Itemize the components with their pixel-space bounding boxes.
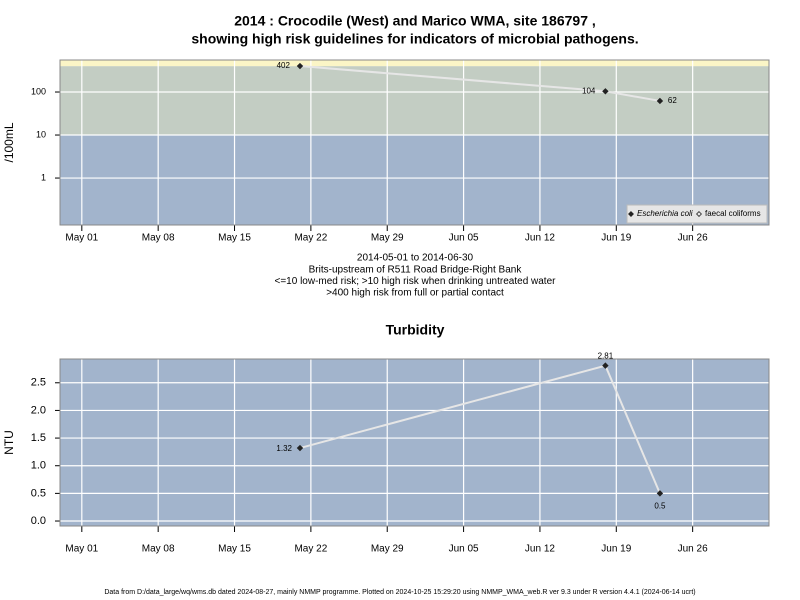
y-tick-label: 0.5 xyxy=(31,487,46,499)
chart-title: showing high risk guidelines for indicat… xyxy=(191,31,638,47)
x-tick-label: May 08 xyxy=(142,544,175,555)
data-point xyxy=(296,62,304,70)
x-tick-label: Jun 19 xyxy=(601,233,631,244)
legend-symbol xyxy=(696,211,702,217)
data-point xyxy=(656,490,664,497)
x-tick-label: May 29 xyxy=(371,544,404,555)
data-point xyxy=(602,362,609,369)
data-point xyxy=(656,97,664,105)
data-label: 62 xyxy=(668,96,677,105)
note: >400 high risk from full or partial cont… xyxy=(326,288,504,299)
x-tick-label: May 15 xyxy=(218,233,251,244)
risk-band xyxy=(60,60,769,67)
y-tick-label: 1.0 xyxy=(31,460,46,472)
x-tick-label: Jun 19 xyxy=(601,544,631,555)
data-label: 0.5 xyxy=(654,501,666,510)
x-tick-label: Jun 05 xyxy=(449,233,479,244)
x-tick-label: Jun 26 xyxy=(678,233,708,244)
chart-title: Turbidity xyxy=(386,322,445,338)
risk-band xyxy=(60,66,769,136)
x-tick-label: Jun 12 xyxy=(525,233,555,244)
legend-symbol xyxy=(628,211,634,217)
x-tick-label: May 29 xyxy=(371,233,404,244)
data-point xyxy=(296,444,304,452)
data-label: 104 xyxy=(582,86,596,95)
data-point xyxy=(602,88,609,95)
y-tick-label: 1 xyxy=(41,172,46,182)
note: 2014-05-01 to 2014-06-30 xyxy=(357,253,474,264)
footer: Data from D:/data_large/wq/wms.db dated … xyxy=(104,589,695,596)
legend: Escherichia coli faecal coliforms xyxy=(626,204,768,224)
y-tick-label: 10 xyxy=(36,129,46,139)
data-label: 1.32 xyxy=(276,444,292,453)
legend-label: faecal coliforms xyxy=(705,209,761,218)
x-tick-label: May 15 xyxy=(218,544,251,555)
data-label: 402 xyxy=(277,61,291,70)
x-tick-label: Jun 05 xyxy=(449,544,479,555)
note: <=10 low-med risk; >10 high risk when dr… xyxy=(275,276,557,287)
y-tick-label: 1.5 xyxy=(31,432,46,444)
x-tick-label: May 22 xyxy=(294,233,327,244)
plot-frame xyxy=(59,358,770,527)
data-label: 2.81 xyxy=(598,352,614,361)
y-tick-label: 2.5 xyxy=(31,377,46,389)
plot-frame xyxy=(59,59,770,226)
x-tick-label: May 22 xyxy=(294,544,327,555)
y-tick-label: 0.0 xyxy=(31,515,46,527)
note: Brits-upstream of R511 Road Bridge-Right… xyxy=(309,264,523,275)
x-tick-label: Jun 12 xyxy=(525,544,555,555)
x-tick-label: Jun 26 xyxy=(678,544,708,555)
y-tick-label: 2.0 xyxy=(31,404,46,416)
y-tick-label: 100 xyxy=(31,86,46,96)
x-tick-label: May 01 xyxy=(65,233,98,244)
legend-label: Escherichia coli xyxy=(637,209,693,218)
x-tick-label: May 08 xyxy=(142,233,175,244)
y-axis-label: NTU xyxy=(2,430,16,455)
chart-title: 2014 : Crocodile (West) and Marico WMA, … xyxy=(234,13,596,29)
plot-background xyxy=(60,359,769,526)
y-axis-label: /100mL xyxy=(2,122,16,162)
x-tick-label: May 01 xyxy=(65,544,98,555)
